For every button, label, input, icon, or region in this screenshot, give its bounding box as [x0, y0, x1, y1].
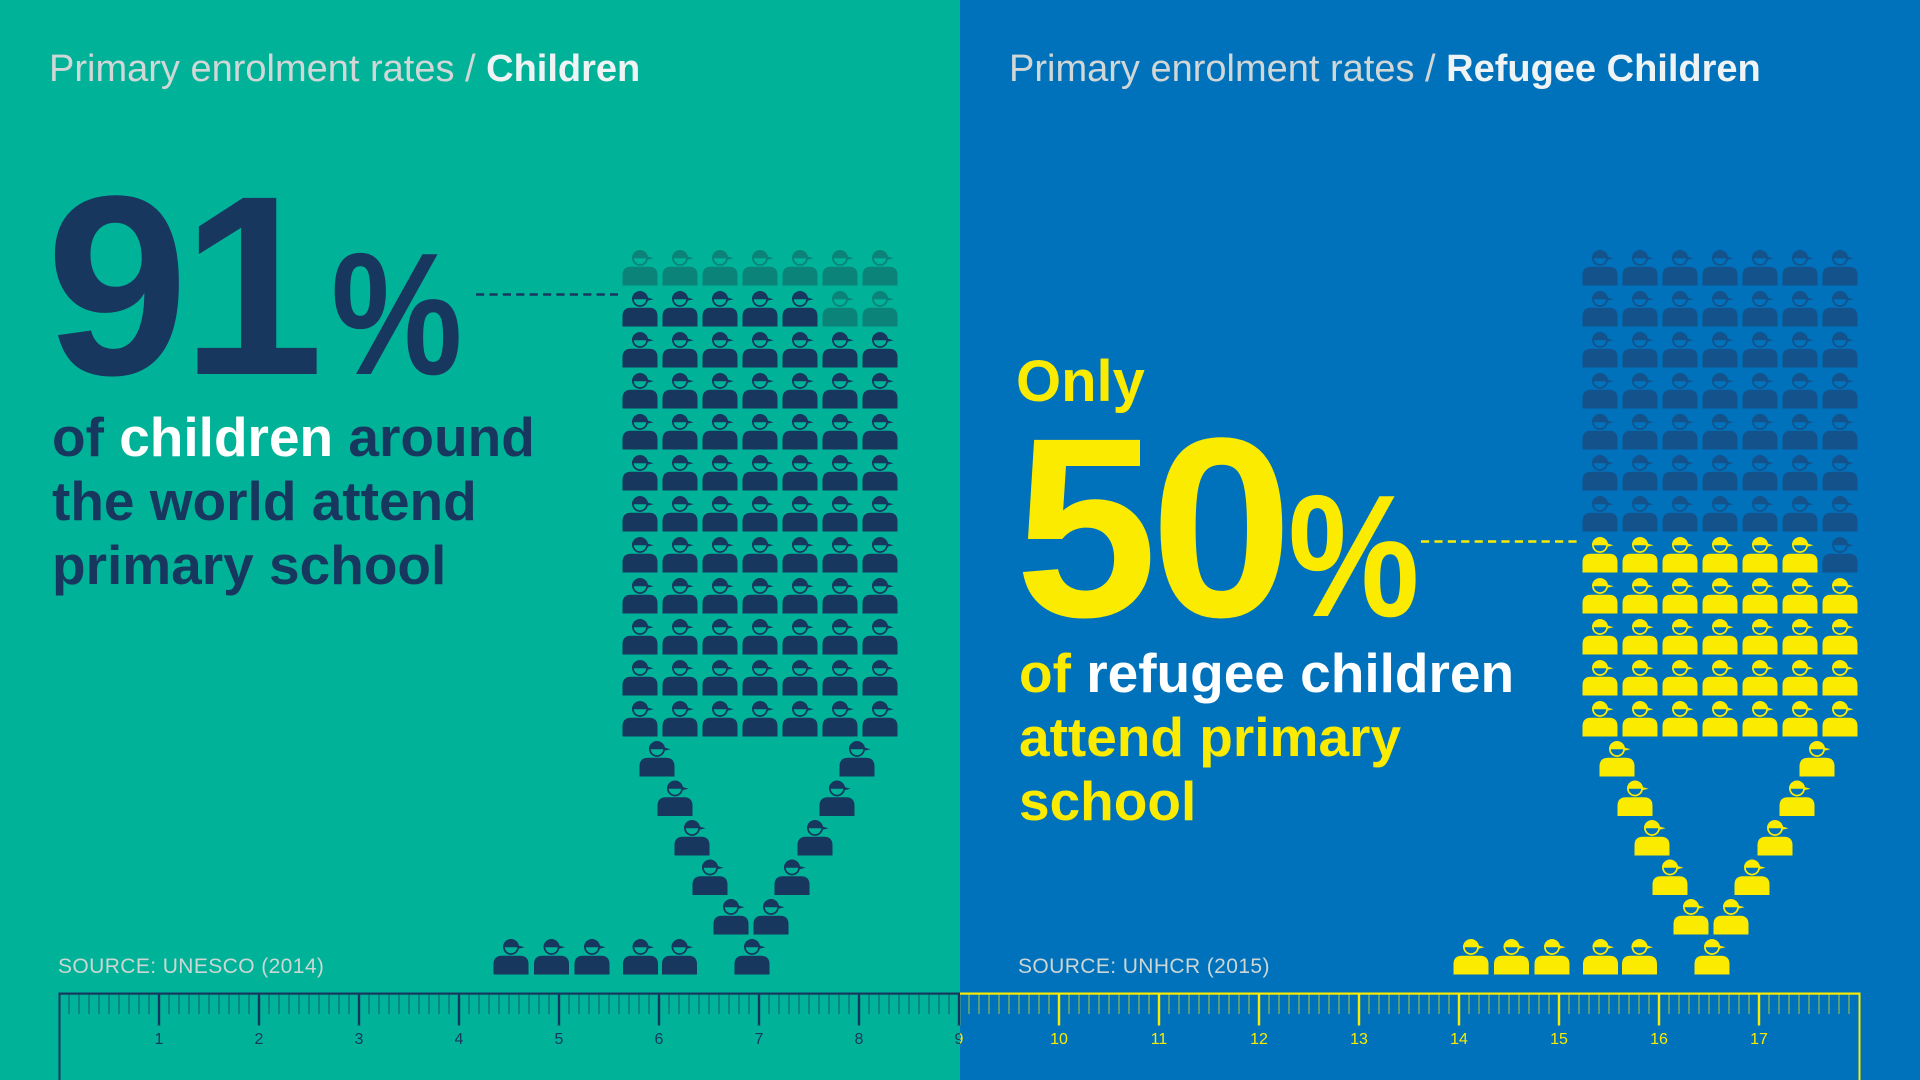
svg-text:16: 16: [1650, 1031, 1668, 1048]
svg-text:2: 2: [255, 1031, 264, 1048]
svg-text:12: 12: [1250, 1031, 1268, 1048]
svg-text:11: 11: [1151, 1031, 1168, 1048]
svg-text:9: 9: [955, 1031, 964, 1048]
svg-text:6: 6: [655, 1031, 664, 1048]
svg-text:17: 17: [1750, 1031, 1768, 1048]
svg-text:3: 3: [355, 1031, 364, 1048]
svg-text:15: 15: [1550, 1031, 1568, 1048]
svg-text:4: 4: [455, 1031, 464, 1048]
svg-text:8: 8: [855, 1031, 864, 1048]
svg-text:13: 13: [1350, 1031, 1368, 1048]
svg-text:1: 1: [155, 1031, 164, 1048]
svg-text:9: 9: [955, 1031, 964, 1048]
svg-text:5: 5: [555, 1031, 564, 1048]
svg-text:7: 7: [755, 1031, 764, 1048]
svg-text:14: 14: [1450, 1031, 1468, 1048]
svg-text:10: 10: [1050, 1031, 1068, 1048]
